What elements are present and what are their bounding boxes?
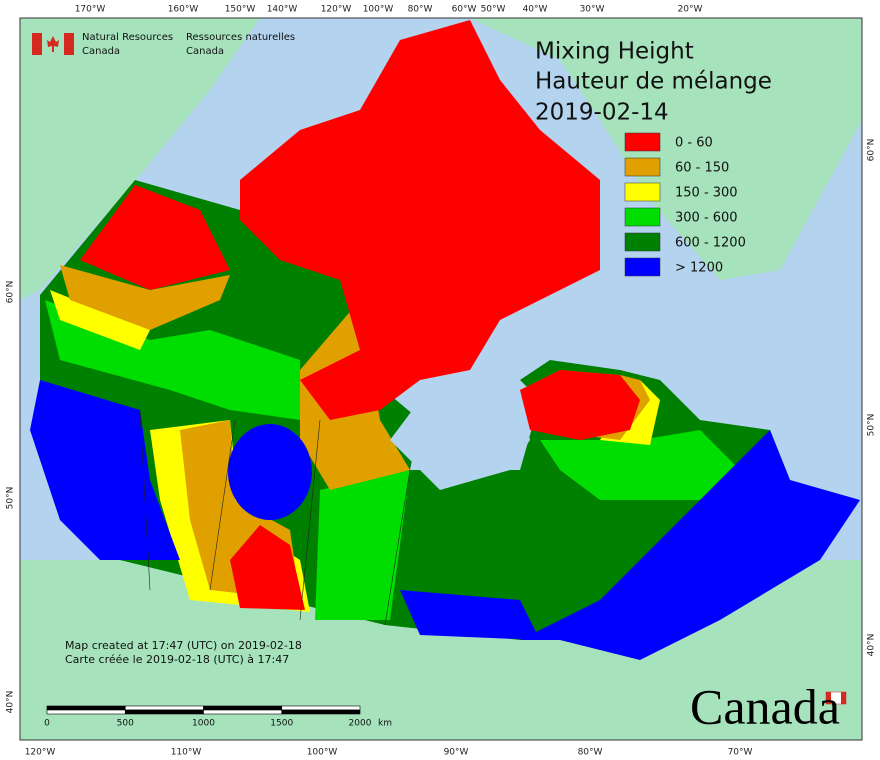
- longitude-label: 140°W: [267, 5, 298, 15]
- zone: [230, 525, 305, 610]
- legend-label: > 1200: [675, 261, 723, 276]
- map-body: [19, 17, 863, 741]
- scale-segment: [124, 709, 204, 715]
- latitude-label: 50°N: [867, 414, 877, 437]
- latitude-label: 40°N: [867, 634, 877, 657]
- flag-band: [64, 33, 74, 55]
- wordmark-flag: [841, 692, 846, 704]
- zone: [30, 380, 180, 560]
- canada-wordmark: Canada: [690, 678, 840, 734]
- title-line: Mixing Height: [535, 39, 694, 65]
- alaska: [20, 18, 260, 300]
- longitude-label: 110°W: [171, 748, 202, 758]
- zone: [60, 265, 230, 330]
- zone: [315, 470, 410, 620]
- latitude-label: 60°N: [6, 281, 16, 304]
- maple-leaf: [47, 36, 59, 52]
- zone: [228, 424, 312, 520]
- latitude-label: 60°N: [867, 139, 877, 162]
- border: [139, 409, 411, 626]
- scale-segment: [46, 709, 126, 715]
- longitude-label: 160°W: [168, 5, 199, 15]
- nrcan-header: Natural Resources Canada Ressources natu…: [32, 32, 295, 57]
- scale-segment: [281, 705, 361, 711]
- scale-segment: [46, 705, 126, 711]
- legend-swatch: [624, 132, 661, 152]
- legend-label: 300 - 600: [675, 211, 738, 226]
- latitude-label: 50°N: [6, 487, 16, 510]
- longitude-label: 100°W: [363, 5, 394, 15]
- header-text: Canada: [186, 46, 224, 57]
- longitude-label: 150°W: [225, 5, 256, 15]
- legend-label: 150 - 300: [675, 186, 738, 201]
- longitude-label: 80°W: [578, 748, 603, 758]
- longitude-label: 70°W: [728, 748, 753, 758]
- graticule-labels: 170°W 160°W 150°W 140°W 120°W 100°W 80°W 60°W 50…: [6, 5, 877, 758]
- legend-swatch: [624, 207, 661, 227]
- greenland: [470, 18, 862, 280]
- scale-label: 2000: [349, 719, 372, 729]
- longitude-label: 170°W: [75, 5, 106, 15]
- header-text: Canada: [82, 46, 120, 57]
- scale-segment: [203, 709, 283, 715]
- legend-swatch: [624, 232, 661, 252]
- title-line: 2019-02-14: [535, 100, 669, 126]
- scale-unit: km: [378, 719, 392, 729]
- header-text: Natural Resources: [82, 32, 173, 43]
- scale-label: 500: [117, 719, 134, 729]
- scale-segment: [124, 705, 204, 711]
- zone: [400, 590, 540, 640]
- zone: [80, 185, 230, 290]
- scale-label: 0: [44, 719, 50, 729]
- legend: 0 - 60 60 - 150 150 - 300 300 - 600 600 - 12…: [624, 132, 746, 277]
- note: Carte créée le 2019-02-18 (UTC) à 17:47: [65, 653, 289, 666]
- scale-segment: [281, 709, 361, 715]
- frame: [19, 17, 863, 741]
- longitude-label: 120°W: [321, 5, 352, 15]
- zone: [50, 290, 150, 350]
- legend-label: 0 - 60: [675, 136, 713, 151]
- note: Map created at 17:47 (UTC) on 2019-02-18: [65, 639, 302, 652]
- wordmark-flag: [826, 692, 831, 704]
- scale-label: 1000: [192, 719, 215, 729]
- notes: Map created at 17:47 (UTC) on 2019-02-18…: [65, 639, 302, 666]
- hudson-bay: [390, 380, 530, 490]
- scale-bar: 0 500 1000 1500 2000 km: [44, 705, 392, 729]
- zone: [520, 370, 640, 440]
- header-text: Ressources naturelles: [186, 32, 295, 43]
- legend-swatch: [624, 257, 661, 277]
- latitude-label: 40°N: [6, 691, 16, 714]
- zone: [540, 430, 740, 500]
- longitude-label: 50°W: [481, 5, 506, 15]
- longitude-label: 30°W: [580, 5, 605, 15]
- title-block: Mixing Height Hauteur de mélange 2019-02-1…: [535, 39, 772, 126]
- longitude-label: 100°W: [307, 748, 338, 758]
- flag-band: [32, 33, 42, 55]
- title-line: Hauteur de mélange: [535, 69, 772, 95]
- legend-label: 600 - 1200: [675, 236, 746, 251]
- scale-segment: [203, 705, 283, 711]
- longitude-label: 120°W: [25, 748, 56, 758]
- longitude-label: 40°W: [523, 5, 548, 15]
- legend-swatch: [624, 157, 661, 177]
- legend-swatch: [624, 182, 661, 202]
- longitude-label: 90°W: [444, 748, 469, 758]
- scale-label: 1500: [270, 719, 293, 729]
- longitude-label: 20°W: [678, 5, 703, 15]
- wordmark: Canada: [690, 678, 847, 734]
- longitude-label: 60°W: [452, 5, 477, 15]
- zone: [240, 20, 600, 420]
- legend-label: 60 - 150: [675, 161, 729, 176]
- zone: [520, 430, 860, 660]
- longitude-label: 80°W: [408, 5, 433, 15]
